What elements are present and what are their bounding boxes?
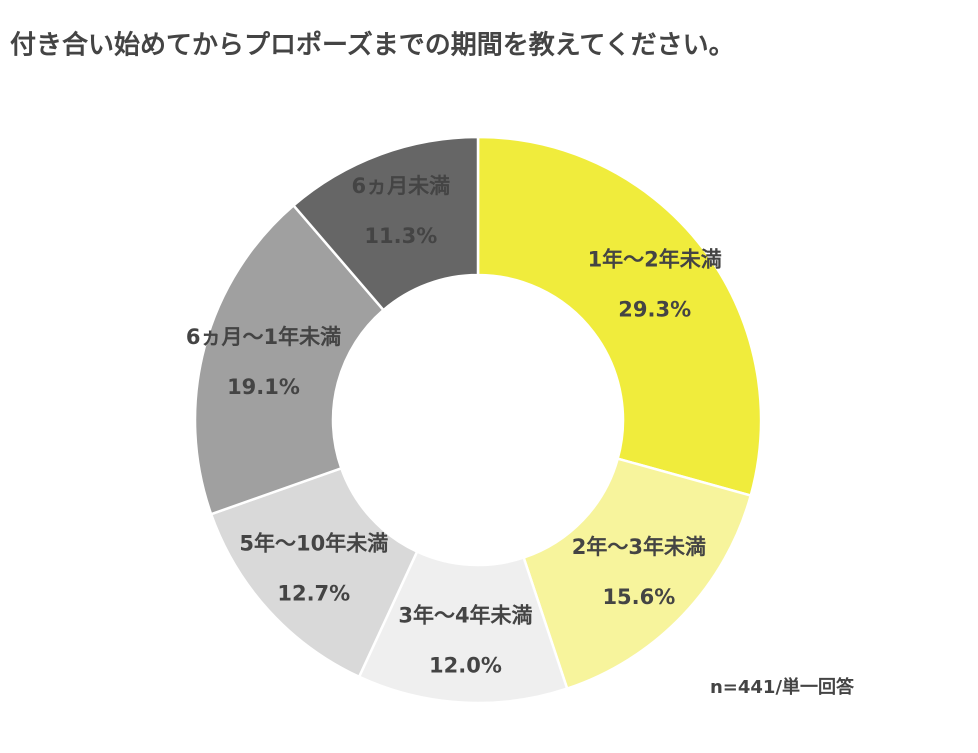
value-label: 11.3%	[364, 224, 437, 248]
slice-label: 6ヵ月未満	[352, 174, 451, 198]
slice-label: 3年〜4年未満	[398, 604, 532, 628]
slice-label: 1年〜2年未満	[588, 248, 722, 272]
slice	[193, 203, 386, 516]
slice-label: 5年〜10年未満	[239, 531, 388, 555]
value-label: 12.7%	[277, 581, 350, 605]
slice	[476, 135, 763, 498]
slice	[291, 135, 480, 312]
slice	[522, 457, 753, 691]
value-label: 29.3%	[618, 298, 691, 322]
slice	[209, 466, 419, 679]
slice-label: 6ヵ月〜1年未満	[186, 325, 341, 349]
slice-label: 2年〜3年未満	[572, 535, 706, 559]
value-label: 15.6%	[602, 585, 675, 609]
slice	[357, 549, 569, 705]
value-label: 12.0%	[429, 654, 502, 678]
chart-title: 付き合い始めてからプロポーズまでの期間を教えてください。	[10, 30, 735, 61]
value-label: 19.1%	[227, 375, 300, 399]
sample-note: n=441/単一回答	[710, 676, 855, 698]
